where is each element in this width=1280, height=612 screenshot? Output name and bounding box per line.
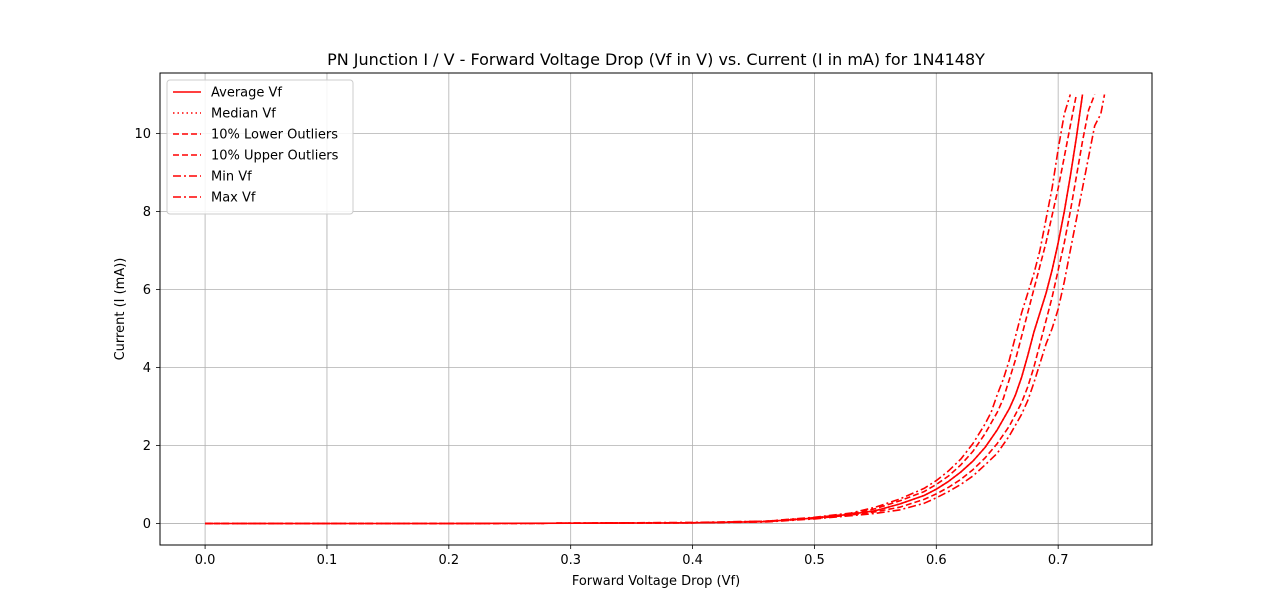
x-tick-label: 0.4 — [682, 553, 703, 568]
series-line-10-lower-outliers — [205, 94, 1078, 525]
x-tick-label: 0.6 — [926, 553, 947, 568]
y-tick-label: 10 — [134, 127, 151, 142]
y-tick-label: 0 — [143, 517, 151, 532]
legend: Average Vf Median Vf 10% Lower Outliers 10%… — [166, 79, 354, 215]
legend-label: Average Vf — [211, 86, 282, 101]
legend-label: Median Vf — [211, 107, 276, 122]
chart-title: PN Junction I / V - Forward Voltage Drop… — [327, 50, 985, 69]
y-tick-label: 8 — [143, 205, 151, 220]
y-tick-label: 2 — [143, 439, 151, 454]
legend-box — [166, 79, 354, 215]
x-tick-label: 0.0 — [195, 553, 216, 568]
y-tick-label: 4 — [143, 361, 151, 376]
axis-ticks: 0.0 0.1 0.2 0.3 0.4 0.5 0.6 0.7 0 2 4 6 8 10 — [134, 127, 1068, 568]
legend-label: Min Vf — [211, 170, 252, 185]
x-tick-label: 0.7 — [1048, 553, 1069, 568]
x-axis-label: Forward Voltage Drop (Vf) — [572, 574, 740, 589]
x-tick-label: 0.5 — [804, 553, 825, 568]
legend-label: 10% Upper Outliers — [211, 149, 339, 164]
x-tick-label: 0.1 — [317, 553, 338, 568]
legend-label: Max Vf — [211, 191, 256, 206]
x-tick-label: 0.2 — [438, 553, 459, 568]
series-line-median-vf — [205, 94, 1084, 525]
plot-area-frame — [159, 72, 1153, 546]
y-axis-label: Current (I (mA)) — [113, 258, 128, 361]
series-lines — [205, 94, 1106, 525]
series-line-max-vf — [205, 94, 1106, 525]
y-tick-label: 6 — [143, 283, 151, 298]
x-tick-label: 0.3 — [560, 553, 581, 568]
legend-label: 10% Lower Outliers — [211, 128, 338, 143]
